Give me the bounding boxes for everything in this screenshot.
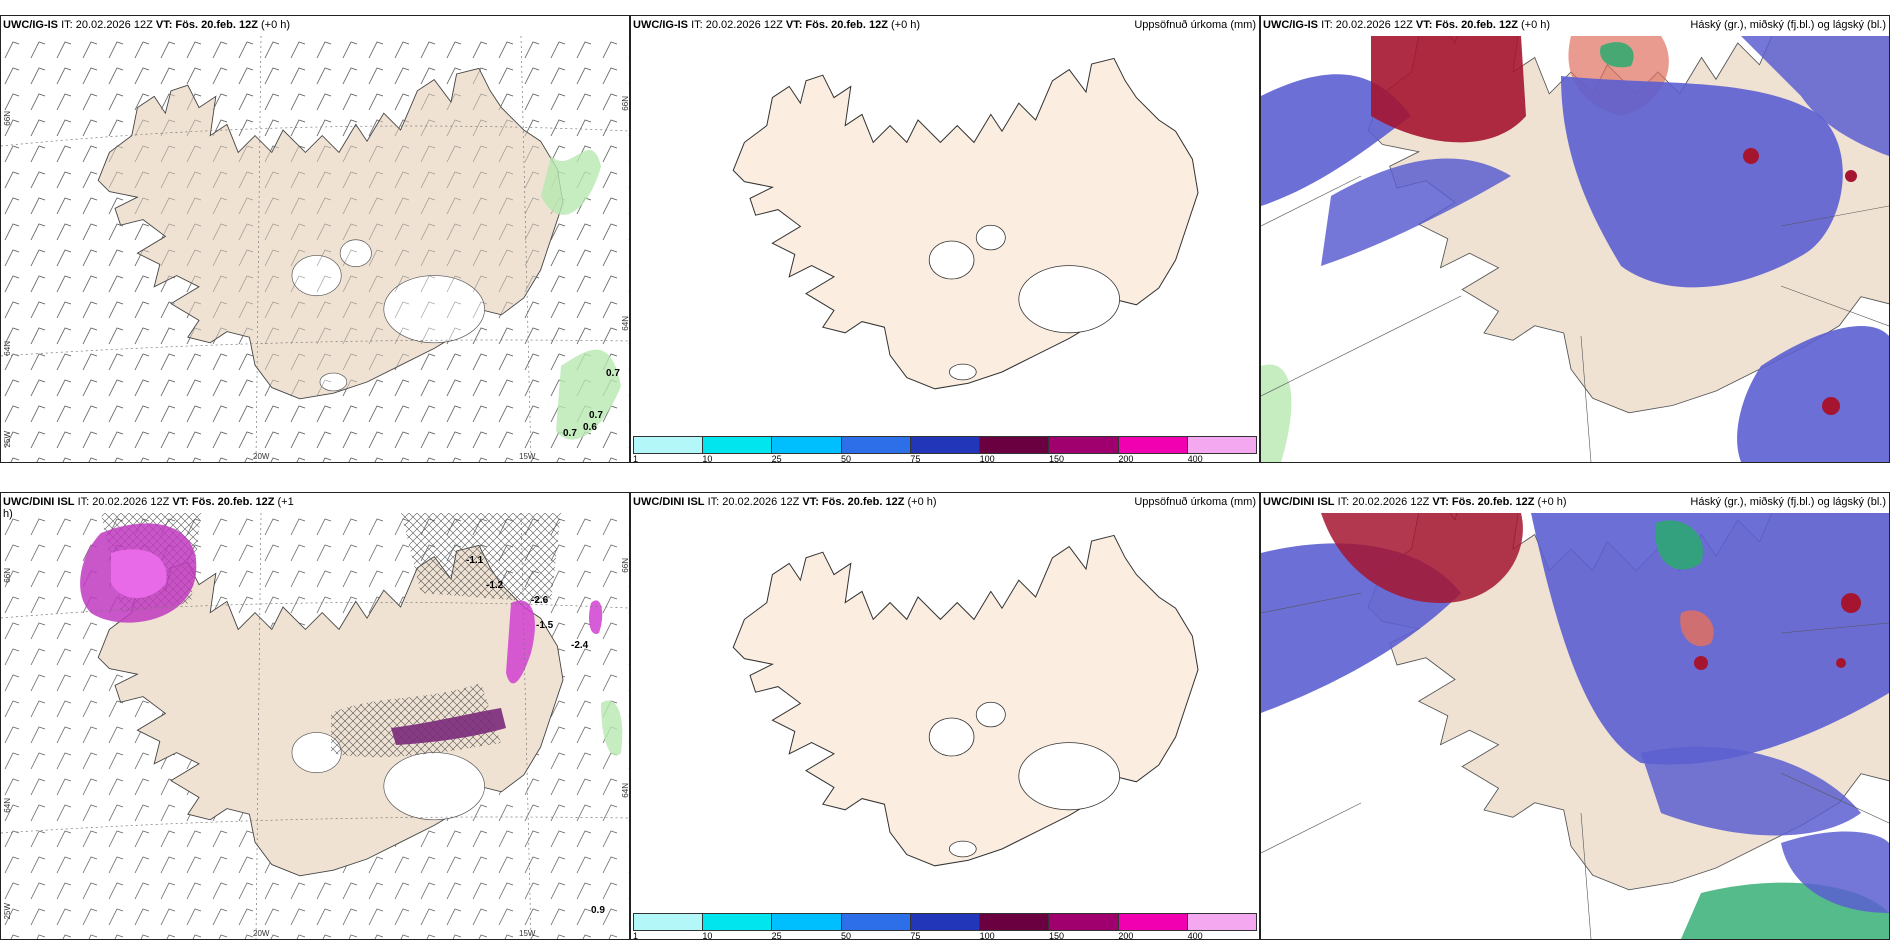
lat-label: 64N <box>3 341 12 356</box>
colorbar-tick-label: 25 <box>771 454 782 463</box>
colorbar-tick-label: 100 <box>979 931 995 940</box>
colorbar-segment <box>1187 914 1256 930</box>
lat-label: 64N <box>3 798 12 813</box>
lat-label: 66N <box>3 568 12 583</box>
value-label: 0.7 <box>606 368 620 379</box>
map-clouds[interactable] <box>1261 513 1889 939</box>
colorbar-segment <box>1049 437 1119 453</box>
value-label: 0.7 <box>589 410 603 421</box>
colorbar-tick-label: 75 <box>910 454 921 463</box>
colorbar-ticks: 1 10 25 50 75 100 150 200 400 <box>633 454 1257 463</box>
value-label: -2.4 <box>571 640 589 651</box>
lat-label: 66N <box>621 96 630 111</box>
lon-label: 15W <box>519 452 536 461</box>
colorbar-tick-label: 400 <box>1187 931 1203 940</box>
map-precip[interactable] <box>631 513 1259 939</box>
colorbar-tick-label: 75 <box>910 931 921 940</box>
colorbar-tick-label: 400 <box>1187 454 1203 463</box>
colorbar-segment <box>1049 914 1119 930</box>
colorbar-segment <box>772 437 842 453</box>
colorbar-tick-label: 10 <box>702 454 713 463</box>
lat-label: 64N <box>621 316 630 331</box>
colorbar-segment <box>703 914 773 930</box>
lon-label: 20W <box>253 929 270 938</box>
lon-label: 25W <box>3 903 12 920</box>
colorbar-segment <box>703 437 773 453</box>
value-label: -1.1 <box>466 555 484 566</box>
map-wind-barbs[interactable]: -1.1 -1.2 -2.6 -1.5 -2.4 0.9 <box>1 513 629 939</box>
value-label: 0.9 <box>591 905 605 916</box>
colorbar-tick-label: 10 <box>702 931 713 940</box>
colorbar-segment <box>1187 437 1256 453</box>
colorbar-segment <box>841 437 911 453</box>
map-precip[interactable] <box>631 36 1259 462</box>
panel-title: Uppsöfnuð úrkoma (mm) <box>1134 19 1256 31</box>
panel-title: Háský (gr.), miðský (fj.bl.) og lágský (… <box>1690 496 1886 508</box>
lon-label: 25W <box>3 431 12 448</box>
lon-label: 20W <box>253 452 270 461</box>
panel-header: UWC/IG-IS IT: 20.02.2026 12Z VT: Fös. 20… <box>3 19 291 31</box>
colorbar-segment <box>772 914 842 930</box>
value-label: -1.5 <box>536 620 554 631</box>
panel-header: UWC/IG-IS IT: 20.02.2026 12Z VT: Fös. 20… <box>633 19 921 31</box>
colorbar-tick-label: 1 <box>633 931 639 940</box>
value-label: 0.7 <box>563 428 577 439</box>
value-label: 0.6 <box>583 422 597 433</box>
panel-title: Háský (gr.), miðský (fj.bl.) og lágský (… <box>1690 19 1886 31</box>
map-wind-barbs[interactable]: 0.7 0.7 0.6 0.7 <box>1 36 629 462</box>
colorbar-segment <box>910 914 981 930</box>
colorbar-tick-label: 50 <box>841 454 852 463</box>
panel-wind-ig-is: UWC/IG-IS IT: 20.02.2026 12Z VT: Fös. 20… <box>0 15 630 463</box>
colorbar-segment <box>1118 914 1188 930</box>
lat-label: 66N <box>3 111 12 126</box>
colorbar-tick-label: 50 <box>841 931 852 940</box>
colorbar-ticks: 1 10 25 50 75 100 150 200 400 <box>633 931 1257 940</box>
panel-title: Uppsöfnuð úrkoma (mm) <box>1134 496 1256 508</box>
colorbar-segment <box>980 437 1050 453</box>
value-label: -1.2 <box>486 580 504 591</box>
panel-header: UWC/DINI ISL IT: 20.02.2026 12Z VT: Fös.… <box>633 496 937 508</box>
colorbar-tick-label: 200 <box>1118 454 1134 463</box>
colorbar-tick-label: 150 <box>1049 454 1065 463</box>
map-clouds[interactable] <box>1261 36 1889 462</box>
panel-clouds-ig-is: UWC/IG-IS IT: 20.02.2026 12Z VT: Fös. 20… <box>1260 15 1890 463</box>
value-label: -2.6 <box>531 595 549 606</box>
colorbar-segment <box>910 437 981 453</box>
colorbar-tick-label: 150 <box>1049 931 1065 940</box>
lat-label: 64N <box>621 783 630 798</box>
colorbar-tick-label: 1 <box>633 454 639 463</box>
colorbar-tick-label: 100 <box>979 454 995 463</box>
colorbar-segment <box>634 437 704 453</box>
panel-header: UWC/DINI ISL IT: 20.02.2026 12Z VT: Fös.… <box>1263 496 1567 508</box>
panel-precip-ig-is: UWC/IG-IS IT: 20.02.2026 12Z VT: Fös. 20… <box>630 15 1260 463</box>
panel-precip-dini-isl: UWC/DINI ISL IT: 20.02.2026 12Z VT: Fös.… <box>630 492 1260 940</box>
lon-label: 15W <box>519 929 536 938</box>
colorbar <box>633 913 1257 931</box>
colorbar-segment <box>980 914 1050 930</box>
panel-clouds-dini-isl: UWC/DINI ISL IT: 20.02.2026 12Z VT: Fös.… <box>1260 492 1890 940</box>
colorbar-segment <box>841 914 911 930</box>
lat-label: 66N <box>621 558 630 573</box>
colorbar-tick-label: 25 <box>771 931 782 940</box>
colorbar <box>633 436 1257 454</box>
colorbar-segment <box>634 914 704 930</box>
panel-header: UWC/IG-IS IT: 20.02.2026 12Z VT: Fös. 20… <box>1263 19 1551 31</box>
panel-wind-dini-isl: UWC/DINI ISL IT: 20.02.2026 12Z VT: Fös.… <box>0 492 630 940</box>
colorbar-segment <box>1118 437 1188 453</box>
colorbar-tick-label: 200 <box>1118 931 1134 940</box>
